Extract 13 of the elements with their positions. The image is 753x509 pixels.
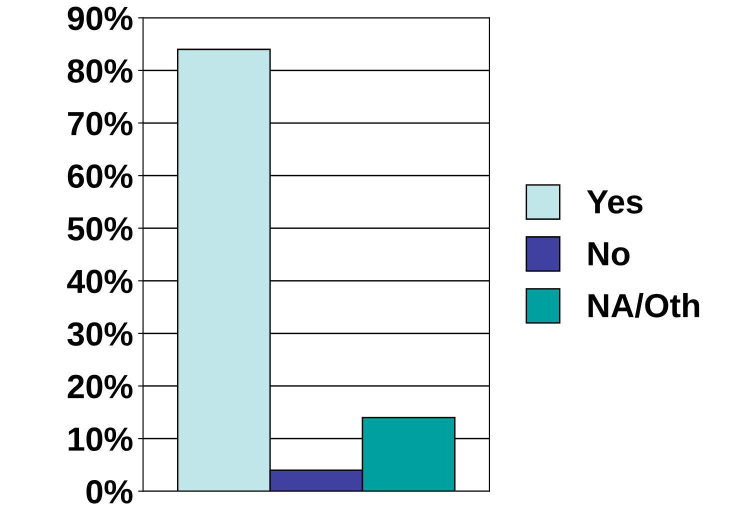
legend-label: NA/Oth xyxy=(588,292,700,318)
y-tick-label: 90% xyxy=(68,6,132,30)
y-tick-label: 40% xyxy=(67,270,132,294)
y-tick-label: 80% xyxy=(68,59,132,83)
y-tick-label: 70% xyxy=(68,112,132,136)
y-tick-label: 10% xyxy=(68,427,132,451)
legend-label: Yes xyxy=(586,190,642,214)
y-tick-label: 0% xyxy=(86,480,132,504)
y-tick-label: 50% xyxy=(68,217,132,241)
y-tick-label: 20% xyxy=(68,374,132,398)
y-tick-label: 60% xyxy=(68,164,132,188)
legend-label: No xyxy=(588,242,630,266)
y-tick-label: 30% xyxy=(67,322,132,346)
